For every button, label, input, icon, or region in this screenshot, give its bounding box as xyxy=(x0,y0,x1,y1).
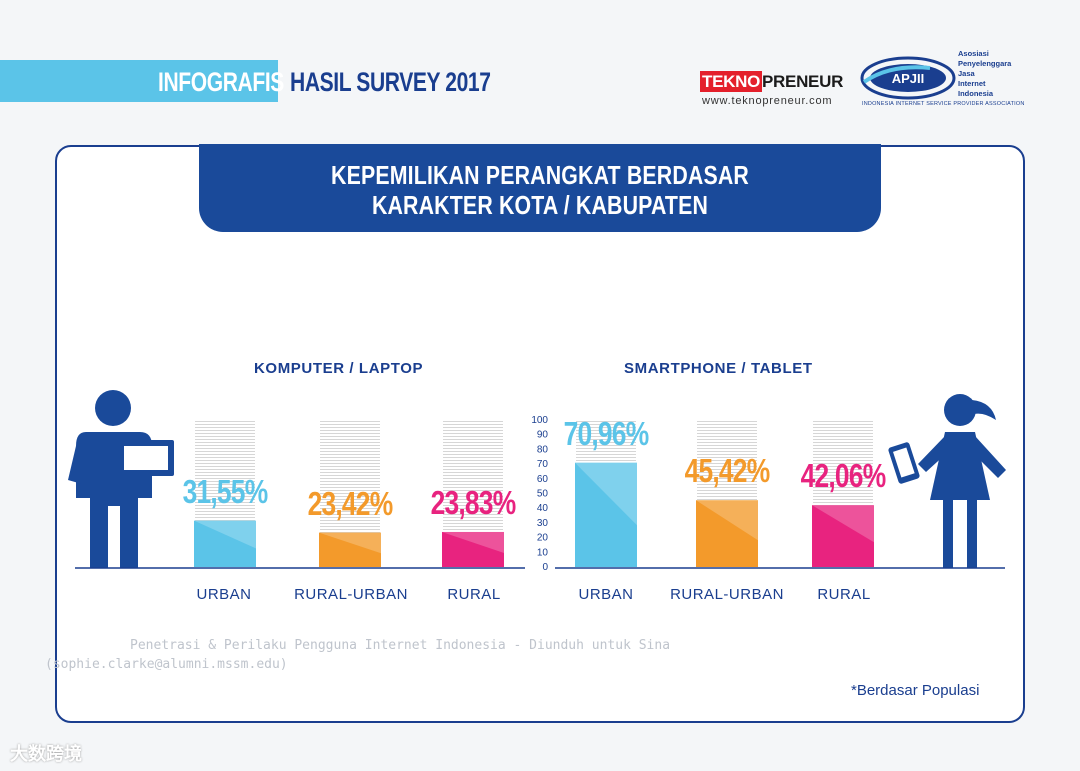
category-label: RURAL xyxy=(447,586,501,603)
header-infografis: INFOGRAFIS xyxy=(158,67,284,97)
header-survey-title: HASIL SURVEY 2017 xyxy=(290,67,491,97)
watermark-line-1: Penetrasi & Perilaku Pengguna Internet I… xyxy=(130,638,671,653)
chart-title-komputer: KOMPUTER / LAPTOP xyxy=(254,360,424,377)
bar-highlight xyxy=(319,532,381,554)
y-tick-label: 10 xyxy=(537,547,549,558)
teknopreneur-url: www.teknopreneur.com xyxy=(702,95,833,107)
woman-with-tablet-icon xyxy=(888,394,1006,568)
brand-watermark: 大数跨境 xyxy=(10,744,82,764)
bar xyxy=(194,520,256,567)
apjii-name: Asosiasi Penyelenggara Jasa Internet Ind… xyxy=(958,49,1012,98)
data-label: 42,06% xyxy=(800,457,887,495)
y-tick-label: 0 xyxy=(542,562,548,573)
bar-highlight xyxy=(194,520,256,549)
teknopreneur-logo: TEKNO PRENEUR xyxy=(700,71,844,92)
chart-title-smartphone: SMARTPHONE / TABLET xyxy=(624,360,813,377)
title-banner: KEPEMILIKAN PERANGKAT BERDASAR KARAKTER … xyxy=(199,144,881,232)
data-label: 45,42% xyxy=(684,452,771,490)
footnote: *Berdasar Populasi xyxy=(851,682,980,699)
bar-highlight xyxy=(696,500,758,541)
y-tick-label: 70 xyxy=(537,459,549,470)
y-tick-label: 30 xyxy=(537,518,549,529)
data-label: 23,42% xyxy=(307,484,394,522)
apjii-subtitle: INDONESIA INTERNET SERVICE PROVIDER ASSO… xyxy=(862,101,1025,107)
y-tick-label: 50 xyxy=(537,489,549,500)
watermark-line-2: (sophie.clarke@alumni.mssm.edu) xyxy=(45,657,288,672)
y-tick-label: 40 xyxy=(537,503,549,514)
y-tick-label: 20 xyxy=(537,533,549,544)
apjii-logo-icon: APJII xyxy=(860,56,956,100)
y-tick-label: 60 xyxy=(537,474,549,485)
bar-highlight xyxy=(442,531,504,553)
title-line-1: KEPEMILIKAN PERANGKAT BERDASAR xyxy=(331,160,749,190)
bar-highlight xyxy=(812,505,874,543)
bar xyxy=(442,531,504,567)
bar-highlight xyxy=(575,462,637,526)
title-line-2: KARAKTER KOTA / KABUPATEN xyxy=(371,190,709,220)
y-tick-label: 80 xyxy=(537,444,549,455)
y-tick-label: 100 xyxy=(531,415,548,426)
apjii-logo-text: APJII xyxy=(892,71,925,86)
bar xyxy=(319,532,381,567)
bar xyxy=(696,500,758,567)
category-label: URBAN xyxy=(578,586,634,603)
bar xyxy=(812,505,874,567)
businessman-with-laptop-icon xyxy=(68,390,174,568)
category-label: RURAL xyxy=(817,586,871,603)
category-label: URBAN xyxy=(196,586,252,603)
category-label: RURAL-URBAN xyxy=(294,586,408,603)
header-band xyxy=(0,60,278,102)
category-label: RURAL-URBAN xyxy=(670,586,784,603)
data-label: 70,96% xyxy=(563,414,650,452)
data-label: 31,55% xyxy=(182,472,269,510)
y-tick-label: 90 xyxy=(537,430,549,441)
data-label: 23,83% xyxy=(430,483,517,521)
bar xyxy=(575,462,637,567)
